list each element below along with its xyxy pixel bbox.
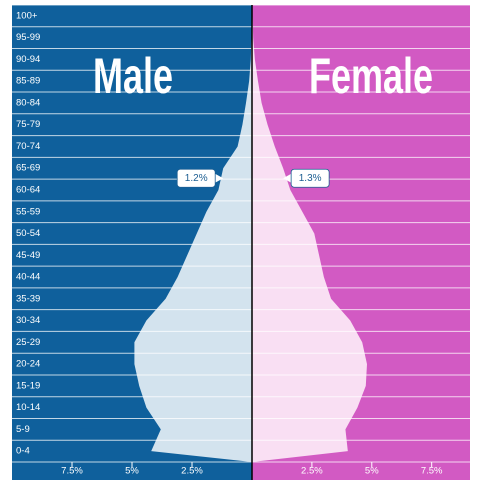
x-tick-label: 7.5% <box>421 466 443 477</box>
age-label: 35-39 <box>16 293 40 304</box>
age-label: 10-14 <box>16 402 40 413</box>
age-label: 80-84 <box>16 97 40 108</box>
age-label: 15-19 <box>16 380 40 391</box>
callout-pointer <box>214 173 224 184</box>
age-label: 45-49 <box>16 250 40 261</box>
age-label: 5-9 <box>16 424 30 435</box>
age-label: 100+ <box>16 10 38 21</box>
pyramid-area <box>134 5 252 462</box>
age-label: 25-29 <box>16 337 40 348</box>
series-title: Female <box>309 50 433 105</box>
age-label: 30-34 <box>16 315 40 326</box>
age-label: 75-79 <box>16 119 40 130</box>
x-tick-label: 5% <box>365 466 379 477</box>
age-label: 50-54 <box>16 228 40 239</box>
age-label: 0-4 <box>16 446 30 457</box>
age-label: 85-89 <box>16 76 40 87</box>
callout-box <box>290 168 330 188</box>
x-tick-label: 5% <box>125 466 139 477</box>
pyramid-area <box>252 5 367 462</box>
age-label: 65-69 <box>16 163 40 174</box>
age-label: 95-99 <box>16 32 40 43</box>
age-label: 60-64 <box>16 184 40 195</box>
callout-box <box>176 168 216 188</box>
x-tick-label: 7.5% <box>61 466 83 477</box>
age-label: 90-94 <box>16 54 40 65</box>
data-label: 1.3% <box>299 173 322 184</box>
age-label: 70-74 <box>16 141 40 152</box>
age-label: 20-24 <box>16 359 40 370</box>
age-label: 40-44 <box>16 272 40 283</box>
age-label: 55-59 <box>16 206 40 217</box>
callout-pointer <box>283 173 293 184</box>
x-tick-label: 2.5% <box>301 466 323 477</box>
data-label: 1.2% <box>185 173 208 184</box>
series-title: Male <box>93 50 173 105</box>
x-tick-label: 2.5% <box>181 466 203 477</box>
